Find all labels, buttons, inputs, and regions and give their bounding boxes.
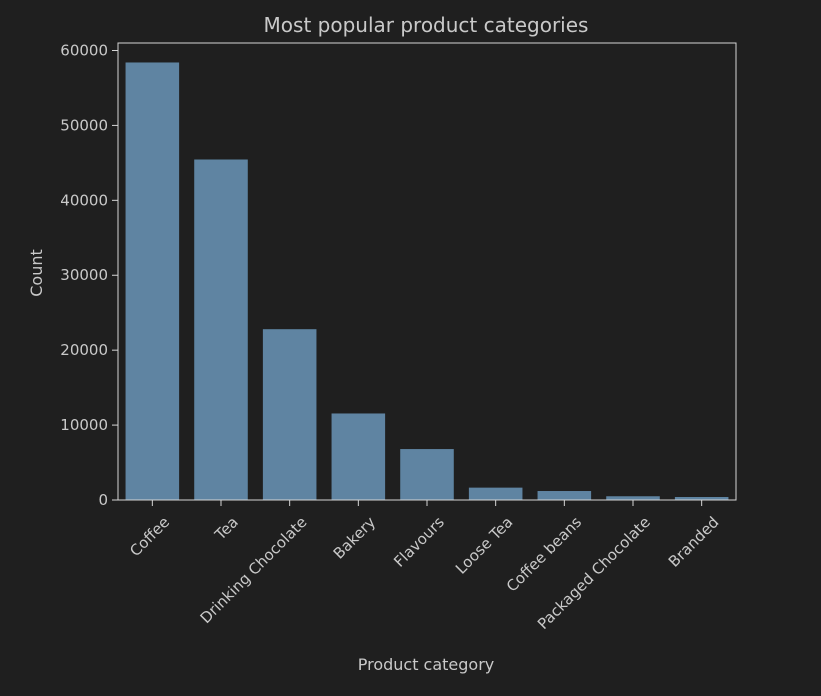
bar <box>606 496 660 500</box>
bar <box>400 449 454 500</box>
bar <box>262 329 317 500</box>
y-tick-label: 50000 <box>60 116 108 134</box>
y-tick-label: 30000 <box>60 266 108 284</box>
chart-title: Most popular product categories <box>264 13 589 37</box>
bar <box>468 487 523 500</box>
y-tick-label: 60000 <box>60 41 108 59</box>
y-tick-label: 20000 <box>60 341 108 359</box>
y-tick-label: 10000 <box>60 416 108 434</box>
y-tick-label: 0 <box>98 491 108 509</box>
bar <box>674 497 729 500</box>
bar <box>331 413 386 500</box>
y-tick-label: 40000 <box>60 191 108 209</box>
bar <box>194 159 248 500</box>
x-axis-label: Product category <box>358 655 495 674</box>
bar <box>537 491 592 500</box>
y-axis-label: Count <box>27 249 46 297</box>
bar <box>125 62 180 500</box>
